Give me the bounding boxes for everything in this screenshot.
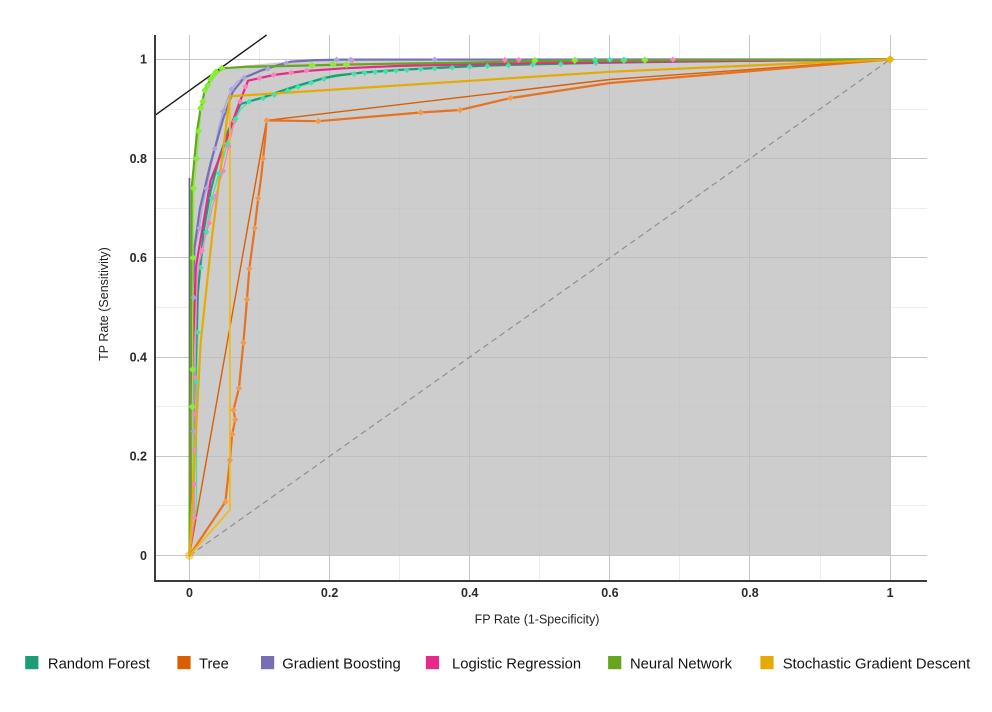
svg-text:TP Rate (Sensitivity): TP Rate (Sensitivity)	[97, 247, 111, 361]
svg-text:0.4: 0.4	[461, 586, 478, 600]
svg-text:Gradient Boosting: Gradient Boosting	[282, 656, 400, 672]
svg-text:0: 0	[186, 586, 193, 600]
svg-text:FP Rate (1-Specificity): FP Rate (1-Specificity)	[475, 613, 600, 627]
svg-text:1: 1	[887, 586, 894, 600]
svg-text:Stochastic Gradient Descent: Stochastic Gradient Descent	[783, 656, 971, 672]
svg-text:1: 1	[140, 53, 147, 67]
svg-text:Tree: Tree	[199, 656, 229, 672]
svg-text:0.2: 0.2	[321, 586, 338, 600]
svg-text:0: 0	[140, 549, 147, 563]
svg-text:Neural Network: Neural Network	[630, 656, 733, 672]
svg-text:Logistic Regression: Logistic Regression	[452, 656, 581, 672]
svg-text:0.8: 0.8	[130, 152, 147, 166]
svg-text:Random Forest: Random Forest	[48, 656, 150, 672]
svg-text:0.2: 0.2	[130, 450, 147, 464]
svg-text:0.8: 0.8	[741, 586, 758, 600]
svg-text:0.6: 0.6	[601, 586, 618, 600]
svg-text:0.4: 0.4	[130, 350, 147, 364]
svg-text:0.6: 0.6	[130, 251, 147, 265]
